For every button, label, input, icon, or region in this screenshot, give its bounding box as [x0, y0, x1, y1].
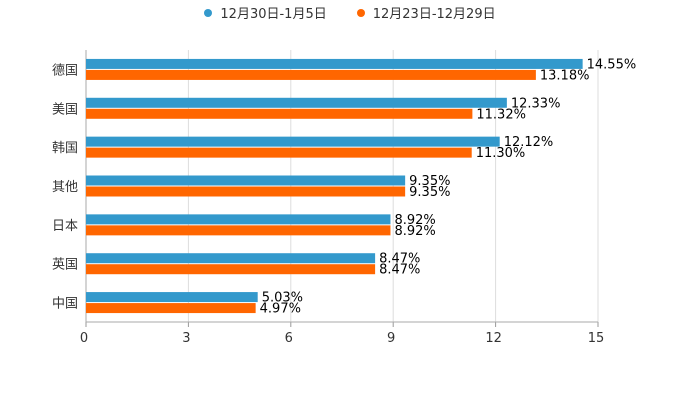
- category-label: 英国: [52, 258, 78, 273]
- legend-item-series-2[interactable]: 12月23日-12月29日: [356, 3, 496, 22]
- bar-series-1: [86, 58, 583, 69]
- x-tick-label: 0: [80, 331, 88, 346]
- legend-label-series-2: 12月23日-12月29日: [372, 7, 496, 22]
- legend-dot-series-2: [356, 8, 365, 17]
- data-label-series-1: 14.55%: [587, 57, 637, 72]
- bar-series-1: [86, 136, 500, 147]
- bar-series-2: [86, 264, 376, 275]
- bar-series-2: [86, 69, 536, 80]
- bar-series-2: [86, 186, 406, 197]
- legend: 12月30日-1月5日 12月23日-12月29日: [0, 3, 700, 22]
- category-label: 韩国: [52, 141, 78, 156]
- bar-series-1: [86, 214, 391, 225]
- category-label: 德国: [52, 63, 78, 78]
- data-label-series-1: 9.35%: [409, 174, 450, 189]
- data-label-series-2: 8.92%: [394, 224, 435, 239]
- category-label: 中国: [52, 297, 78, 312]
- data-label-series-1: 12.12%: [504, 135, 554, 150]
- bar-series-2: [86, 108, 473, 119]
- category-label: 日本: [52, 219, 78, 234]
- data-label-series-2: 13.18%: [540, 68, 590, 83]
- bar-series-1: [86, 253, 376, 264]
- bar-series-1: [86, 175, 406, 186]
- data-label-series-2: 8.47%: [379, 263, 420, 278]
- category-label: 美国: [52, 102, 78, 117]
- legend-dot-series-1: [204, 8, 213, 17]
- bar-series-2: [86, 147, 472, 158]
- data-label-series-2: 11.30%: [476, 146, 526, 161]
- x-tick-label: 3: [182, 331, 190, 346]
- data-label-series-1: 12.33%: [511, 96, 561, 111]
- data-label-series-1: 5.03%: [262, 291, 303, 306]
- bar-series-2: [86, 303, 256, 314]
- legend-label-series-1: 12月30日-1月5日: [220, 7, 327, 22]
- x-tick-label: 15: [588, 331, 605, 346]
- bar-series-1: [86, 292, 258, 303]
- legend-item-series-1[interactable]: 12月30日-1月5日: [204, 3, 327, 22]
- x-tick-label: 6: [285, 331, 293, 346]
- bar-series-1: [86, 97, 507, 108]
- x-tick-label: 12: [485, 331, 502, 346]
- category-label: 其他: [52, 180, 78, 195]
- bar-series-2: [86, 225, 391, 236]
- data-label-series-2: 9.35%: [409, 185, 450, 200]
- data-label-series-1: 8.92%: [394, 213, 435, 228]
- data-label-series-2: 11.32%: [476, 107, 526, 122]
- data-label-series-1: 8.47%: [379, 252, 420, 267]
- x-tick-label: 9: [387, 331, 395, 346]
- data-label-series-2: 4.97%: [260, 302, 301, 317]
